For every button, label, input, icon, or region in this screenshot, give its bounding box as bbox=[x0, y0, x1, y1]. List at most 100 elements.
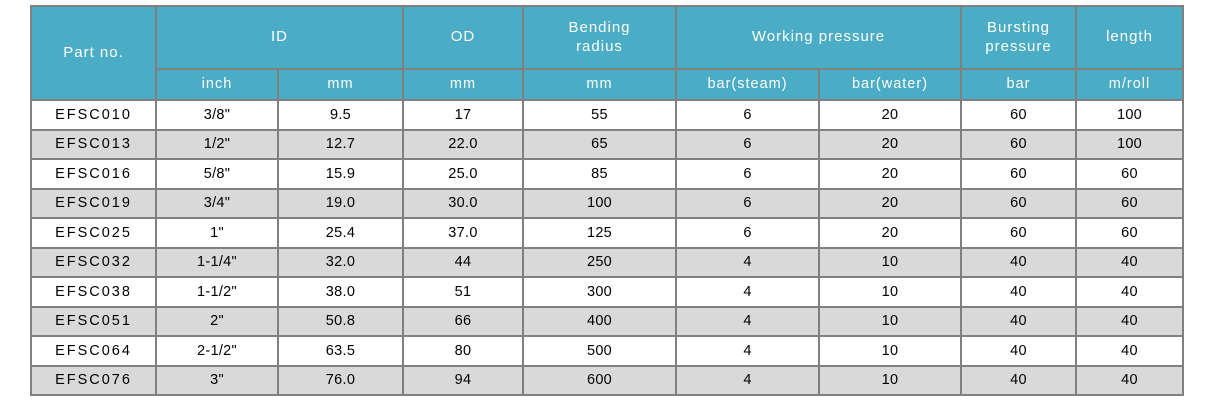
part-no-cell: EFSC010 bbox=[30, 99, 157, 131]
table-row: EFSC025 1" 25.4 37.0 125 6 20 60 60 bbox=[30, 217, 1184, 249]
column-unit-header: inch bbox=[155, 68, 279, 101]
value-cell: 125 bbox=[522, 217, 677, 249]
value-cell: 12.7 bbox=[277, 128, 404, 160]
value-cell: 25.0 bbox=[402, 158, 524, 190]
value-cell: 1-1/4" bbox=[155, 246, 279, 278]
value-cell: 1" bbox=[155, 217, 279, 249]
part-no-cell: EFSC016 bbox=[30, 158, 157, 190]
value-cell: 100 bbox=[522, 187, 677, 219]
value-cell: 20 bbox=[818, 128, 962, 160]
value-cell: 6 bbox=[675, 158, 820, 190]
value-cell: 60 bbox=[960, 128, 1077, 160]
table-row: EFSC019 3/4" 19.0 30.0 100 6 20 60 60 bbox=[30, 187, 1184, 219]
value-cell: 4 bbox=[675, 364, 820, 396]
value-cell: 40 bbox=[960, 335, 1077, 367]
value-cell: 60 bbox=[1075, 187, 1184, 219]
table-row: EFSC016 5/8" 15.9 25.0 85 6 20 60 60 bbox=[30, 158, 1184, 190]
value-cell: 2-1/2" bbox=[155, 335, 279, 367]
value-cell: 6 bbox=[675, 128, 820, 160]
table-row: EFSC032 1-1/4" 32.0 44 250 4 10 40 40 bbox=[30, 246, 1184, 278]
value-cell: 500 bbox=[522, 335, 677, 367]
value-cell: 60 bbox=[960, 99, 1077, 131]
column-unit-header: m/roll bbox=[1075, 68, 1184, 101]
value-cell: 60 bbox=[1075, 217, 1184, 249]
value-cell: 94 bbox=[402, 364, 524, 396]
part-no-cell: EFSC076 bbox=[30, 364, 157, 396]
column-unit-header: bar(water) bbox=[818, 68, 962, 101]
value-cell: 51 bbox=[402, 276, 524, 308]
table-row: EFSC076 3" 76.0 94 600 4 10 40 40 bbox=[30, 364, 1184, 396]
value-cell: 2" bbox=[155, 305, 279, 337]
value-cell: 100 bbox=[1075, 99, 1184, 131]
hose-spec-table: Part no. ID OD Bending radius Working pressu… bbox=[30, 5, 1184, 396]
value-cell: 60 bbox=[960, 217, 1077, 249]
value-cell: 6 bbox=[675, 187, 820, 219]
value-cell: 50.8 bbox=[277, 305, 404, 337]
value-cell: 10 bbox=[818, 276, 962, 308]
table-header: Part no. ID OD Bending radius Working pressu… bbox=[30, 5, 1184, 101]
value-cell: 19.0 bbox=[277, 187, 404, 219]
column-group-header: length bbox=[1075, 5, 1184, 70]
column-group-header: OD bbox=[402, 5, 524, 70]
value-cell: 38.0 bbox=[277, 276, 404, 308]
part-no-cell: EFSC032 bbox=[30, 246, 157, 278]
column-group-header: ID bbox=[155, 5, 404, 70]
column-group-header: Bursting pressure bbox=[960, 5, 1077, 70]
part-no-cell: EFSC051 bbox=[30, 305, 157, 337]
table-row: EFSC038 1-1/2" 38.0 51 300 4 10 40 40 bbox=[30, 276, 1184, 308]
value-cell: 17 bbox=[402, 99, 524, 131]
value-cell: 20 bbox=[818, 99, 962, 131]
part-no-cell: EFSC013 bbox=[30, 128, 157, 160]
value-cell: 55 bbox=[522, 99, 677, 131]
value-cell: 10 bbox=[818, 364, 962, 396]
value-cell: 3/8" bbox=[155, 99, 279, 131]
value-cell: 65 bbox=[522, 128, 677, 160]
column-group-header: Working pressure bbox=[675, 5, 962, 70]
part-no-cell: EFSC025 bbox=[30, 217, 157, 249]
value-cell: 40 bbox=[960, 364, 1077, 396]
value-cell: 37.0 bbox=[402, 217, 524, 249]
column-group-header: Part no. bbox=[30, 5, 157, 101]
value-cell: 10 bbox=[818, 335, 962, 367]
column-group-header: Bending radius bbox=[522, 5, 677, 70]
value-cell: 63.5 bbox=[277, 335, 404, 367]
value-cell: 15.9 bbox=[277, 158, 404, 190]
value-cell: 20 bbox=[818, 158, 962, 190]
value-cell: 6 bbox=[675, 217, 820, 249]
value-cell: 300 bbox=[522, 276, 677, 308]
part-no-cell: EFSC019 bbox=[30, 187, 157, 219]
value-cell: 44 bbox=[402, 246, 524, 278]
value-cell: 32.0 bbox=[277, 246, 404, 278]
value-cell: 250 bbox=[522, 246, 677, 278]
value-cell: 10 bbox=[818, 246, 962, 278]
value-cell: 40 bbox=[960, 276, 1077, 308]
value-cell: 6 bbox=[675, 99, 820, 131]
header-row-units: inch mm mm mm bar(steam) bar(water) bar m/roll bbox=[31, 68, 1184, 101]
value-cell: 66 bbox=[402, 305, 524, 337]
value-cell: 4 bbox=[675, 305, 820, 337]
value-cell: 1/2" bbox=[155, 128, 279, 160]
value-cell: 80 bbox=[402, 335, 524, 367]
table-body: EFSC010 3/8" 9.5 17 55 6 20 60 100 EFSC013 1/2" 12.… bbox=[30, 99, 1184, 396]
value-cell: 40 bbox=[960, 246, 1077, 278]
part-no-cell: EFSC038 bbox=[30, 276, 157, 308]
value-cell: 3/4" bbox=[155, 187, 279, 219]
value-cell: 4 bbox=[675, 276, 820, 308]
column-unit-header: bar(steam) bbox=[675, 68, 820, 101]
value-cell: 4 bbox=[675, 246, 820, 278]
column-unit-header: mm bbox=[402, 68, 524, 101]
value-cell: 40 bbox=[1075, 276, 1184, 308]
table-row: EFSC010 3/8" 9.5 17 55 6 20 60 100 bbox=[30, 99, 1184, 131]
value-cell: 1-1/2" bbox=[155, 276, 279, 308]
table-row: EFSC064 2-1/2" 63.5 80 500 4 10 40 40 bbox=[30, 335, 1184, 367]
part-no-cell: EFSC064 bbox=[30, 335, 157, 367]
table-row: EFSC013 1/2" 12.7 22.0 65 6 20 60 100 bbox=[30, 128, 1184, 160]
value-cell: 60 bbox=[960, 187, 1077, 219]
value-cell: 5/8" bbox=[155, 158, 279, 190]
value-cell: 10 bbox=[818, 305, 962, 337]
value-cell: 20 bbox=[818, 187, 962, 219]
value-cell: 40 bbox=[1075, 305, 1184, 337]
value-cell: 40 bbox=[960, 305, 1077, 337]
value-cell: 600 bbox=[522, 364, 677, 396]
value-cell: 40 bbox=[1075, 246, 1184, 278]
